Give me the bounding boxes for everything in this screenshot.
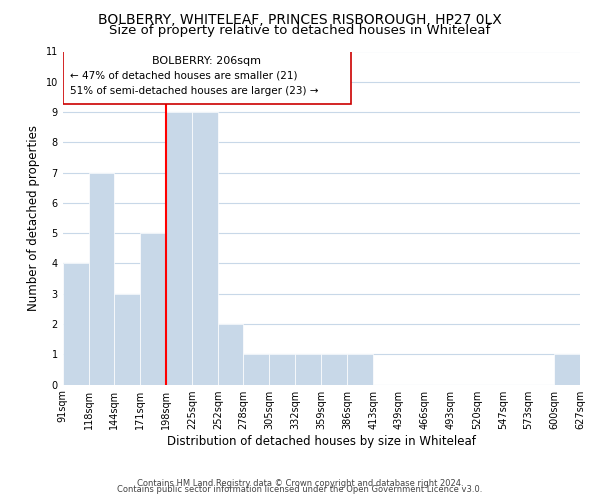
- Text: BOLBERRY, WHITELEAF, PRINCES RISBOROUGH, HP27 0LX: BOLBERRY, WHITELEAF, PRINCES RISBOROUGH,…: [98, 12, 502, 26]
- Text: ← 47% of detached houses are smaller (21): ← 47% of detached houses are smaller (21…: [70, 70, 298, 81]
- Bar: [218, 324, 243, 384]
- X-axis label: Distribution of detached houses by size in Whiteleaf: Distribution of detached houses by size …: [167, 434, 476, 448]
- Bar: [89, 172, 114, 384]
- Y-axis label: Number of detached properties: Number of detached properties: [27, 125, 40, 311]
- FancyBboxPatch shape: [62, 52, 351, 104]
- Text: Contains HM Land Registry data © Crown copyright and database right 2024.: Contains HM Land Registry data © Crown c…: [137, 478, 463, 488]
- Bar: [140, 233, 166, 384]
- Bar: [295, 354, 322, 384]
- Bar: [554, 354, 580, 384]
- Text: Size of property relative to detached houses in Whiteleaf: Size of property relative to detached ho…: [109, 24, 491, 37]
- Bar: [114, 294, 140, 384]
- Text: Contains public sector information licensed under the Open Government Licence v3: Contains public sector information licen…: [118, 485, 482, 494]
- Bar: [166, 112, 192, 384]
- Bar: [62, 264, 89, 384]
- Bar: [269, 354, 295, 384]
- Bar: [347, 354, 373, 384]
- Bar: [192, 112, 218, 384]
- Text: 51% of semi-detached houses are larger (23) →: 51% of semi-detached houses are larger (…: [70, 86, 319, 97]
- Text: BOLBERRY: 206sqm: BOLBERRY: 206sqm: [152, 56, 262, 66]
- Bar: [322, 354, 347, 384]
- Bar: [243, 354, 269, 384]
